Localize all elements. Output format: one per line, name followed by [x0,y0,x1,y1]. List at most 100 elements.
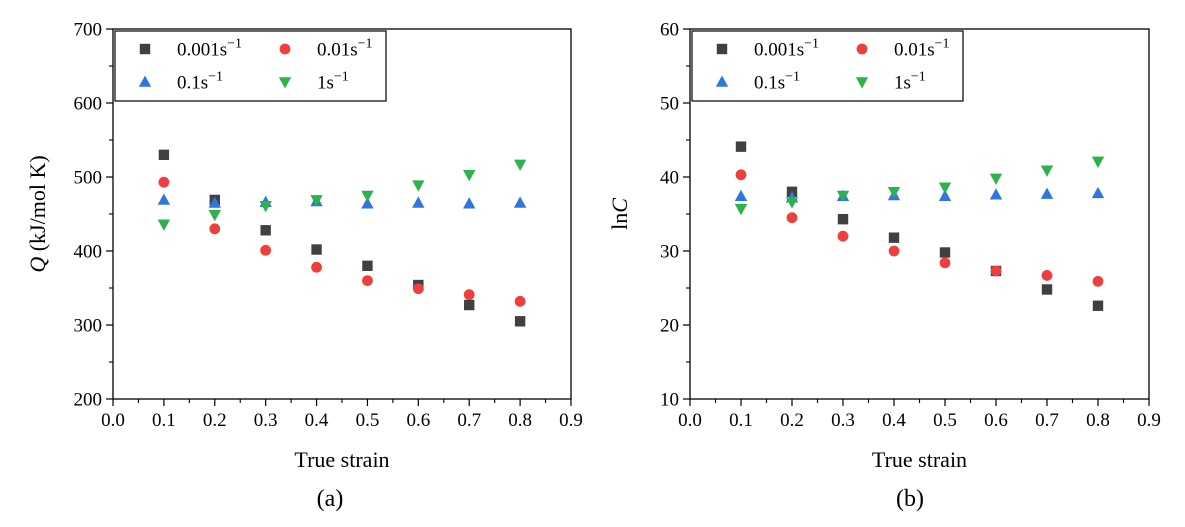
legend-label-exponent: −1 [334,70,349,85]
data-point [157,219,171,231]
data-point [464,299,475,311]
data-point [735,141,747,152]
data-point [158,149,170,160]
legend-label-rate: 0.01s [317,40,358,61]
data-point [1040,165,1054,177]
chart-panel-b: 0.0 0.1 0.2 0.3 0.4 0.5 0.6 0.7 0.8 0.9 10 20 30 40 50… [607,20,1161,513]
y-tick-label: 40 [660,168,679,189]
x-tick-label: 0.6 [406,410,430,431]
legend-marker [278,77,292,89]
data-point [260,244,272,256]
y-tick-label: 600 [74,94,103,115]
x-tick-label: 0.5 [356,410,380,431]
x-tick-label: 0.7 [457,410,481,431]
data-point [989,188,1003,200]
y-axis-title-unit: (kJ/mol K) [25,155,50,256]
y-tick-label: 200 [74,390,103,411]
x-tick-label: 0.9 [1137,410,1161,431]
x-tick-label: 0.1 [152,410,176,431]
data-point [311,244,322,255]
data-point [837,213,849,225]
y-tick-label: 300 [74,316,103,337]
x-tick-label: 0.5 [933,410,957,431]
data-point [513,159,527,171]
data-point [786,212,798,224]
data-point [514,295,526,307]
data-point [158,176,170,188]
data-point [362,275,373,286]
legend-label-rate: 0.1s [754,73,785,94]
data-point [735,169,747,181]
y-tick-label: 30 [660,242,679,263]
data-point [463,289,475,301]
y-axis-title: lnC [607,198,632,230]
y-tick-label: 50 [660,94,679,115]
legend-label-rate: 1s [317,73,334,94]
legend-label: 0.1s−1 [754,70,800,94]
data-point [463,197,476,209]
y-tick-label: 500 [74,168,103,189]
legend-label: 1s−1 [894,70,926,94]
legend-marker [138,75,152,87]
y-tick-label: 400 [74,242,103,263]
data-point [361,190,374,202]
legend-label-rate: 1s [894,73,911,94]
data-point [310,195,323,207]
y-tick-label: 20 [660,316,679,337]
legend-label-exponent: −1 [804,37,819,52]
data-point [362,260,373,271]
data-point [990,265,1002,277]
x-tick-label: 0.8 [508,410,532,431]
x-tick-label: 0.1 [729,410,753,431]
y-tick-label: 60 [660,20,679,41]
legend-marker [716,43,728,55]
data-point [1092,300,1104,311]
data-point [734,204,748,216]
data-point [513,196,527,208]
legend-box [114,30,387,102]
data-point [260,225,271,236]
x-tick-label: 0.8 [1086,410,1110,431]
data-point [939,257,951,269]
data-point [208,196,221,208]
data-point [514,316,526,327]
x-axis-title: True strain [872,447,967,472]
legend-marker [856,43,868,55]
y-tick-label: 700 [74,20,103,41]
data-point [1041,284,1053,295]
data-point [209,223,221,235]
data-point [311,261,322,273]
data-point [888,232,900,243]
data-point [888,245,900,257]
data-point [412,283,424,295]
x-axis-title: True strain [294,447,389,472]
data-point [836,190,850,202]
data-point [938,189,952,202]
legend-marker [139,43,151,55]
data-point [887,187,901,199]
data-point [1041,270,1053,281]
data-point [938,182,952,194]
legend-marker [279,43,291,55]
data-point [939,247,951,258]
data-point [989,173,1003,185]
legend-label-rate: 0.001s [754,40,804,61]
legend-label-exponent: −1 [208,70,223,85]
legend-label-rate: 0.01s [894,40,935,61]
x-tick-label: 0.0 [678,410,702,431]
legend-label: 0.01s−1 [317,37,373,61]
data-point [259,201,272,213]
x-tick-label: 0.2 [780,410,804,431]
x-tick-label: 0.0 [101,410,125,431]
data-point [785,197,799,209]
data-point [1091,186,1105,199]
legend-marker [855,77,869,89]
legend: 0.001s−1 0.01s −1 0.1s−1 1s−1 [691,30,964,102]
legend-label-rate: 0.001s [177,40,227,61]
legend-label-exponent: −1 [227,37,242,52]
legend-label: 0.001s−1 [754,37,819,61]
x-tick-label: 0.4 [882,410,906,431]
data-point [734,189,748,202]
x-tick-label: 0.3 [254,410,278,431]
